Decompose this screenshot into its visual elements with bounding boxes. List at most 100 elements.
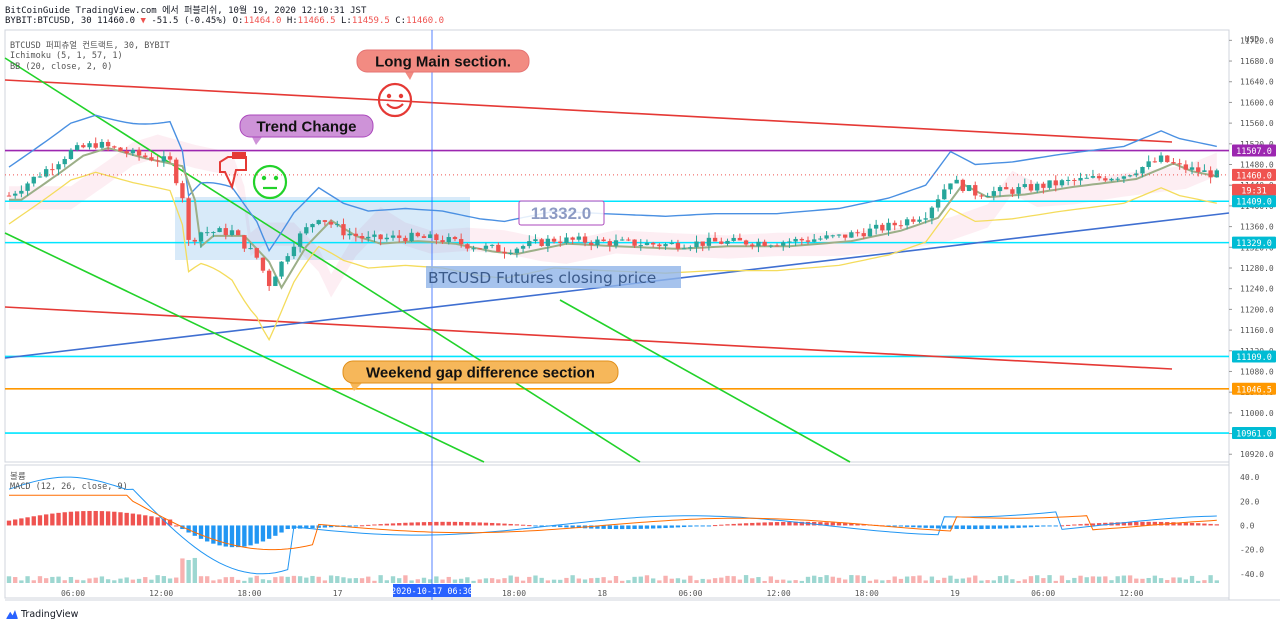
volume-bar bbox=[650, 578, 656, 583]
volume-bar bbox=[322, 580, 328, 583]
macd-histogram-bar bbox=[1103, 522, 1108, 526]
volume-bar bbox=[861, 575, 866, 583]
macd-histogram-bar bbox=[421, 522, 427, 526]
macd-histogram-bar bbox=[341, 525, 346, 527]
volume-bar bbox=[675, 578, 681, 583]
volume-bar bbox=[223, 577, 228, 583]
symbol-label: BYBIT:BTCUSD, 30 bbox=[5, 16, 92, 26]
volume-bar bbox=[143, 577, 148, 583]
macd-histogram-bar bbox=[960, 525, 966, 530]
weekend-gap-annotation-tail bbox=[350, 383, 362, 391]
volume-bar bbox=[180, 558, 185, 583]
volume-bar bbox=[1165, 579, 1170, 583]
volume-bar bbox=[50, 576, 55, 583]
candle-body bbox=[595, 239, 600, 245]
candle-body bbox=[712, 237, 718, 242]
candle-body bbox=[1053, 180, 1058, 186]
macd-histogram-bar bbox=[1065, 524, 1071, 526]
candle-body bbox=[1121, 176, 1127, 179]
long-main-annotation-text: Long Main section. bbox=[375, 53, 511, 70]
candle-body bbox=[322, 220, 328, 222]
candle-body bbox=[1103, 178, 1108, 181]
volume-bar bbox=[81, 580, 86, 583]
macd-histogram-bar bbox=[1177, 522, 1182, 526]
legend-title: BTCUSD 퍼피츄얼 컨트랙트, 30, BYBIT bbox=[10, 41, 170, 51]
volume-bar bbox=[192, 557, 197, 583]
candle-body bbox=[1140, 167, 1145, 174]
volume-bar bbox=[99, 576, 105, 583]
high-value: 11466.5 bbox=[297, 16, 336, 26]
candle-body bbox=[886, 222, 891, 231]
volume-bar bbox=[508, 575, 513, 583]
macd-histogram-bar bbox=[508, 523, 513, 526]
macd-histogram-bar bbox=[1016, 525, 1021, 528]
candle-body bbox=[266, 270, 272, 287]
volume-bar bbox=[985, 580, 990, 583]
volume-bar bbox=[886, 579, 891, 583]
candle-body bbox=[483, 245, 489, 249]
candle-body bbox=[372, 234, 377, 237]
macd-histogram-bar bbox=[830, 522, 835, 526]
macd-tick-label: -20.0 bbox=[1240, 546, 1264, 555]
volume-bar bbox=[966, 577, 972, 583]
candle-body bbox=[1072, 179, 1077, 181]
volume-bar bbox=[136, 578, 142, 583]
candle-body bbox=[824, 235, 829, 239]
candle-body bbox=[762, 241, 767, 246]
volume-bar bbox=[564, 577, 569, 583]
macd-histogram-bar bbox=[843, 523, 848, 526]
volume-bar bbox=[397, 578, 402, 583]
candle-body bbox=[1214, 170, 1219, 178]
volume-bar bbox=[93, 577, 98, 583]
macd-histogram-bar bbox=[223, 525, 228, 547]
macd-histogram-bar bbox=[161, 518, 167, 526]
macd-histogram-bar bbox=[570, 525, 575, 528]
volume-bar bbox=[805, 576, 811, 583]
macd-histogram-bar bbox=[731, 523, 736, 526]
macd-histogram-bar bbox=[527, 525, 532, 527]
candle-body bbox=[774, 245, 780, 247]
candle-body bbox=[130, 149, 136, 154]
candle-body bbox=[644, 242, 650, 246]
candle-body bbox=[923, 218, 928, 220]
volume-bar bbox=[1196, 580, 1201, 583]
candle-body bbox=[638, 245, 643, 247]
macd-histogram-bar bbox=[384, 523, 389, 526]
macd-histogram-bar bbox=[112, 511, 117, 526]
volume-bar bbox=[644, 575, 650, 583]
macd-histogram-bar bbox=[446, 521, 451, 526]
macd-tick-label: 0.0 bbox=[1240, 521, 1255, 530]
volume-bar bbox=[824, 575, 829, 583]
macd-histogram-bar bbox=[31, 516, 36, 526]
volume-bar bbox=[458, 578, 464, 583]
volume-bar bbox=[570, 575, 575, 583]
candle-body bbox=[620, 239, 625, 241]
macd-histogram-bar bbox=[725, 524, 730, 526]
trendline-red-bottom bbox=[4, 306, 1173, 370]
volume-bar bbox=[527, 576, 532, 583]
volume-bar bbox=[1047, 575, 1052, 583]
candle-body bbox=[973, 185, 978, 196]
candle-body bbox=[465, 244, 470, 249]
candle-body bbox=[62, 159, 67, 165]
high-label: H: bbox=[286, 16, 298, 26]
candle-body bbox=[217, 228, 222, 233]
macd-histogram-bar bbox=[650, 525, 656, 529]
time-tick-label: 17 bbox=[333, 589, 343, 598]
macd-histogram-bar bbox=[589, 525, 594, 529]
candle-body bbox=[1041, 183, 1046, 188]
macd-histogram-bar bbox=[818, 522, 823, 526]
macd-histogram-bar bbox=[397, 523, 402, 526]
candle-body bbox=[861, 233, 866, 237]
volume-bar bbox=[551, 579, 557, 583]
macd-histogram-bar bbox=[1047, 525, 1052, 527]
macd-histogram-bar bbox=[81, 511, 86, 526]
price-tick-label: 11680.0 bbox=[1240, 57, 1274, 66]
macd-histogram-bar bbox=[242, 525, 247, 547]
candle-body bbox=[570, 237, 575, 240]
macd-histogram-bar bbox=[124, 512, 129, 526]
candle-body bbox=[415, 232, 420, 237]
volume-bar bbox=[818, 576, 823, 583]
signal-line bbox=[9, 494, 1217, 551]
